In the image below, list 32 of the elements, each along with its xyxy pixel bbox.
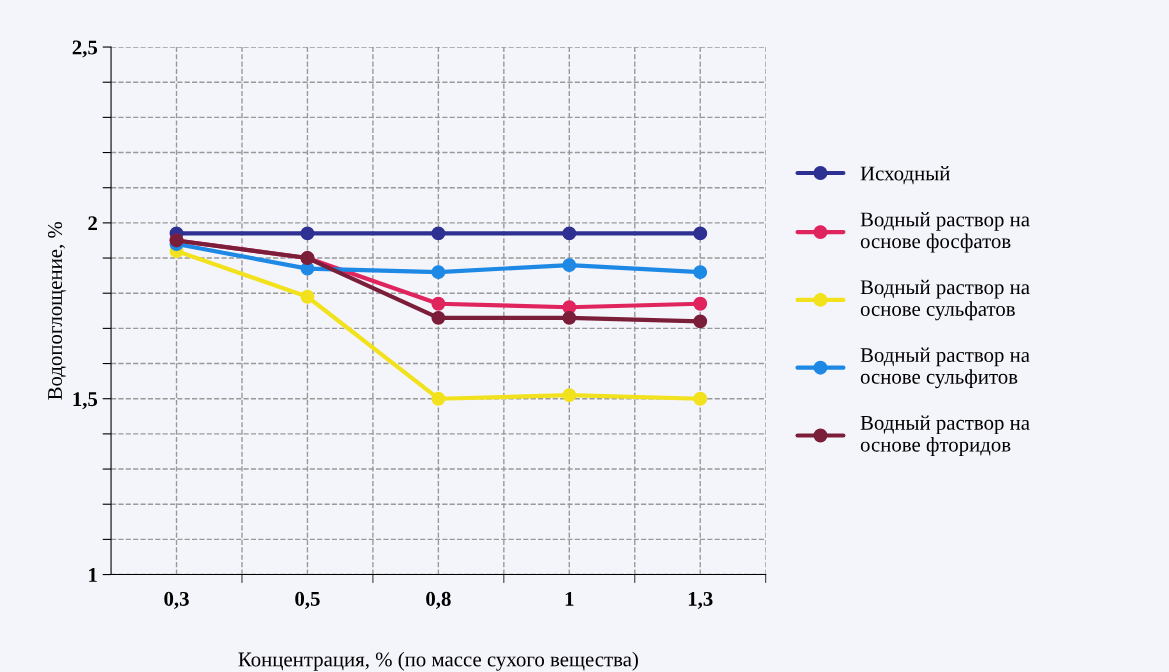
legend-label: Водный раствор на основе сульфатов [860, 279, 1030, 321]
x-tick-label: 0,8 [426, 591, 451, 609]
point [693, 391, 708, 406]
x-tick-label: 0,5 [295, 591, 320, 609]
x-tick-label: 0,3 [164, 591, 189, 609]
point [562, 310, 577, 325]
legend-label: Водный раствор на основе фторидов [860, 415, 1030, 456]
point [693, 265, 708, 280]
point [693, 296, 708, 311]
legend-label: Водный раствор на основе сульфитов [860, 347, 1030, 389]
point [300, 289, 315, 304]
point [431, 226, 446, 241]
point [300, 226, 315, 241]
legend-label: Водный раствор на основе фосфатов [860, 212, 1030, 253]
point [431, 296, 446, 311]
y-tick-label: 1,5 [73, 392, 98, 410]
y-axis-title: Водопоглощение, % [47, 221, 67, 400]
y-tick-label: 2 [88, 216, 97, 231]
x-tick-label: 1 [565, 591, 574, 606]
point [431, 265, 446, 280]
legend-label: Исходный [860, 166, 950, 185]
point [562, 388, 577, 403]
point [431, 310, 446, 325]
point [693, 314, 708, 329]
x-axis-title: Концентрация, % (по массе сухого вещества) [238, 651, 638, 671]
point [562, 258, 577, 273]
y-tick-label: 1 [89, 568, 97, 582]
x-tick-label: 1,3 [688, 591, 713, 609]
point [562, 226, 577, 241]
point [431, 391, 446, 406]
y-tick-label: 2,5 [72, 40, 98, 58]
point [693, 226, 708, 241]
